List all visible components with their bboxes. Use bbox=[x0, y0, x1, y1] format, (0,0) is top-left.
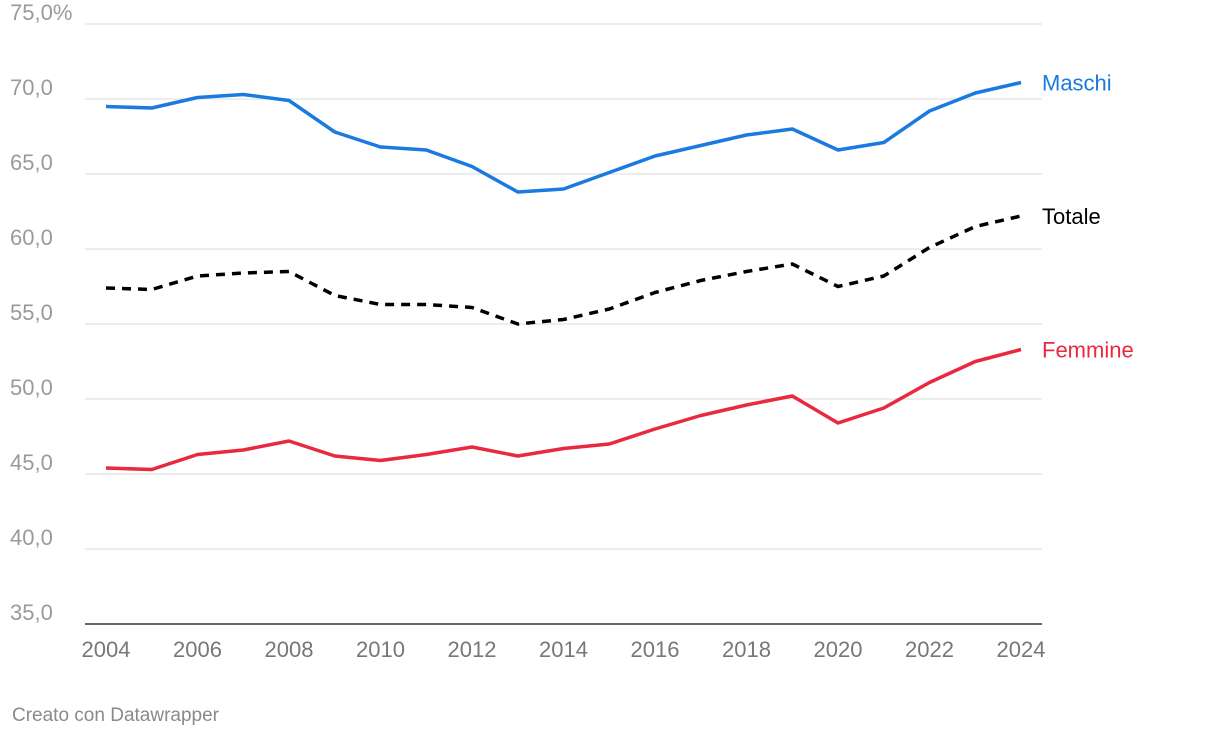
x-tick-label: 2010 bbox=[356, 637, 405, 662]
y-axis-ticks: 35,0 40,0 45,0 50,0 55,0 60,0 65,0 70,0 75,0% bbox=[10, 0, 72, 625]
y-tick-label: 70,0 bbox=[10, 75, 53, 100]
x-tick-label: 2006 bbox=[173, 637, 222, 662]
x-tick-label: 2012 bbox=[448, 637, 497, 662]
series-label-totale: Totale bbox=[1042, 204, 1101, 229]
credit-text: Creato con Datawrapper bbox=[12, 705, 219, 726]
x-tick-label: 2016 bbox=[631, 637, 680, 662]
x-tick-label: 2018 bbox=[722, 637, 771, 662]
series-line-femmine bbox=[105, 347, 1022, 472]
y-tick-label: 45,0 bbox=[10, 450, 53, 475]
x-tick-label: 2004 bbox=[82, 637, 131, 662]
y-tick-label: 40,0 bbox=[10, 525, 53, 550]
x-tick-label: 2024 bbox=[997, 637, 1046, 662]
y-tick-label: 75,0% bbox=[10, 0, 72, 25]
series-label-femmine: Femmine bbox=[1042, 338, 1134, 363]
series-line-maschi bbox=[105, 80, 1022, 194]
y-tick-label: 55,0 bbox=[10, 300, 53, 325]
y-tick-label: 60,0 bbox=[10, 225, 53, 250]
series-label-maschi: Maschi bbox=[1042, 71, 1112, 96]
x-axis-ticks: 2004 2006 2008 2010 2012 2014 2016 2018 2020 2022… bbox=[82, 637, 1046, 662]
x-tick-label: 2014 bbox=[539, 637, 588, 662]
gridlines bbox=[85, 23, 1042, 625]
series-line-totale bbox=[105, 214, 1022, 326]
x-tick-label: 2020 bbox=[814, 637, 863, 662]
line-chart: 35,0 40,0 45,0 50,0 55,0 60,0 65,0 70,0 75,0% 20… bbox=[10, 0, 1134, 662]
y-tick-label: 65,0 bbox=[10, 150, 53, 175]
series-labels: Maschi Totale Femmine bbox=[1042, 71, 1134, 363]
series-lines bbox=[105, 80, 1022, 472]
y-tick-label: 50,0 bbox=[10, 375, 53, 400]
x-tick-label: 2008 bbox=[265, 637, 314, 662]
y-tick-label: 35,0 bbox=[10, 600, 53, 625]
x-tick-label: 2022 bbox=[905, 637, 954, 662]
